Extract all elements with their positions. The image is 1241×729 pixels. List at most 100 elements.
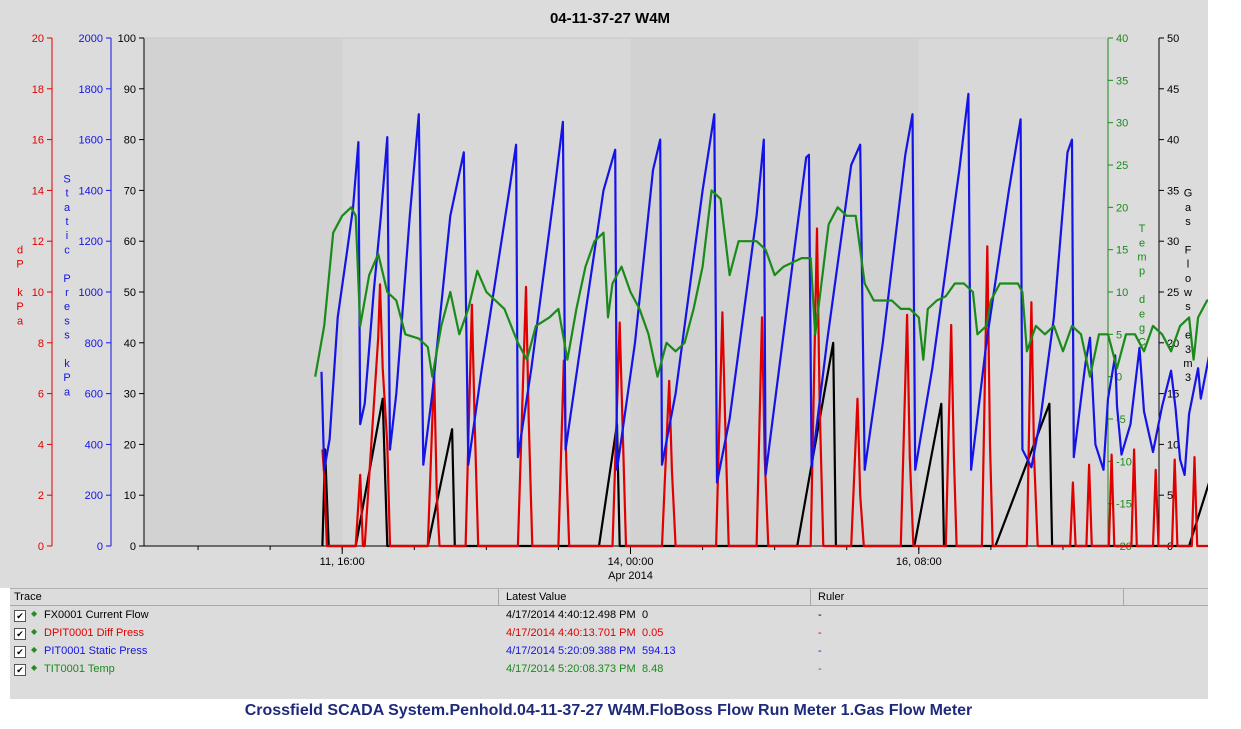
trace-name: DPIT0001 Diff Press (44, 627, 145, 639)
static-axis-label-char: S (63, 173, 70, 185)
ruler-value: - (818, 609, 822, 621)
latest-value-column-header[interactable]: Latest Value (506, 591, 567, 603)
static-axis-label-char: s (64, 330, 70, 342)
dp-axis-label-char: a (17, 315, 24, 327)
trace-name: FX0001 Current Flow (44, 609, 149, 621)
flow-axis-label-char: a (1185, 202, 1192, 214)
dp-tick-label: 0 (38, 541, 44, 553)
pct-tick-label: 80 (124, 135, 136, 147)
dp-axis-label-char: d (17, 244, 23, 256)
dp-tick-label: 16 (32, 135, 44, 147)
temp-tick-label: -10 (1116, 456, 1132, 468)
pct-tick-label: 90 (124, 84, 136, 96)
column-divider[interactable] (498, 589, 499, 605)
static-axis-label-char: s (64, 315, 70, 327)
trend-chart[interactable]: 04-11-37-27 W4M 02468101214161820dPkPa02… (0, 0, 1208, 588)
static-tick-label: 0 (97, 541, 103, 553)
static-tick-label: 400 (85, 439, 103, 451)
flow-axis-label-char: m (1183, 358, 1192, 370)
trace-checkbox[interactable]: ✔ (14, 610, 26, 622)
static-axis-label-char: t (65, 216, 68, 228)
trace-name: PIT0001 Static Press (44, 645, 148, 657)
latest-time: 4/17/2014 5:20:09.388 PM (506, 645, 636, 657)
dp-tick-label: 10 (32, 287, 44, 299)
column-divider[interactable] (1123, 589, 1124, 605)
temp-tick-label: -5 (1116, 414, 1126, 426)
temp-axis-label-char: g (1139, 323, 1145, 335)
pct-tick-label: 30 (124, 389, 136, 401)
ruler-column-header[interactable]: Ruler (818, 591, 845, 603)
latest-value: 8.48 (642, 663, 664, 675)
legend-panel: Trace Latest Value Ruler ✔ ◆ FX0001 Curren… (10, 588, 1208, 699)
static-tick-label: 200 (85, 490, 103, 502)
ruler-value: - (818, 627, 822, 639)
dp-tick-label: 6 (38, 389, 44, 401)
dp-tick-label: 4 (38, 439, 44, 451)
column-divider[interactable] (810, 589, 811, 605)
temp-axis-label-char: T (1139, 223, 1146, 235)
dp-axis-label-char: k (17, 287, 23, 299)
static-tick-label: 1800 (79, 84, 103, 96)
x-tick-label: 16, 08:00 (896, 556, 942, 568)
flow-tick-label: 25 (1167, 287, 1179, 299)
legend-row[interactable]: ✔ ◆ DPIT0001 Diff Press 4/17/2014 4:40:13.7… (10, 625, 1208, 643)
temp-axis-label-char: C (1138, 337, 1146, 349)
latest-time: 4/17/2014 4:40:12.498 PM (506, 609, 636, 621)
ruler-value: - (818, 663, 822, 675)
flow-axis-label-char: s (1185, 216, 1191, 228)
trace-column-header[interactable]: Trace (14, 591, 42, 603)
static-tick-label: 2000 (79, 33, 103, 45)
static-axis-label-char: t (65, 188, 68, 200)
dp-axis-label-char: P (16, 301, 23, 313)
latest-time: 4/17/2014 5:20:08.373 PM (506, 663, 636, 675)
temp-tick-label: 40 (1116, 33, 1128, 45)
static-tick-label: 800 (85, 338, 103, 350)
flow-axis-label-char: w (1183, 287, 1192, 299)
pct-tick-label: 0 (130, 541, 136, 553)
flow-tick-label: 50 (1167, 33, 1179, 45)
temp-tick-label: 30 (1116, 118, 1128, 130)
static-axis-label-char: i (66, 230, 68, 242)
legend-row[interactable]: ✔ ◆ PIT0001 Static Press 4/17/2014 5:20:09.… (10, 643, 1208, 661)
x-tick-label: 14, 00:00 (608, 556, 654, 568)
pct-tick-label: 60 (124, 236, 136, 248)
temp-tick-label: 15 (1116, 245, 1128, 257)
flow-tick-label: 40 (1167, 135, 1179, 147)
footer-path: Crossfield SCADA System.Penhold.04-11-37… (244, 702, 973, 719)
pit0001-static-press-line (320, 92, 1208, 484)
legend-row[interactable]: ✔ ◆ FX0001 Current Flow 4/17/2014 4:40:12.4… (10, 607, 1208, 625)
trace-checkbox[interactable]: ✔ (14, 646, 26, 658)
latest-time: 4/17/2014 4:40:13.701 PM (506, 627, 636, 639)
static-axis-label-char: k (64, 358, 70, 370)
pct-tick-label: 50 (124, 287, 136, 299)
trace-marker-icon: ◆ (31, 609, 38, 618)
dp-tick-label: 20 (32, 33, 44, 45)
flow-tick-label: 5 (1167, 490, 1173, 502)
pct-tick-label: 40 (124, 338, 136, 350)
latest-value: 0.05 (642, 627, 664, 639)
temp-tick-label: 10 (1116, 287, 1128, 299)
temp-axis-label-char: e (1139, 237, 1145, 249)
dp-tick-label: 8 (38, 338, 44, 350)
static-tick-label: 600 (85, 389, 103, 401)
trace-checkbox[interactable]: ✔ (14, 664, 26, 676)
static-tick-label: 1000 (79, 287, 103, 299)
chart-title: 04-11-37-27 W4M (550, 10, 670, 27)
trace-checkbox[interactable]: ✔ (14, 628, 26, 640)
x-tick-sublabel: Apr 2014 (608, 570, 653, 582)
static-axis-label-char: e (64, 301, 70, 313)
static-axis-label-char: r (65, 287, 69, 299)
plot-background (144, 38, 1108, 546)
pct-tick-label: 20 (124, 439, 136, 451)
temp-tick-label: 20 (1116, 202, 1128, 214)
temp-tick-label: 35 (1116, 75, 1128, 87)
temp-axis-label-char: m (1137, 252, 1146, 264)
flow-axis-label-char: 3 (1185, 372, 1191, 384)
legend-row[interactable]: ✔ ◆ TIT0001 Temp 4/17/2014 5:20:08.373 PM 8.… (10, 661, 1208, 679)
dp-axis-label-char: P (16, 259, 23, 271)
flow-axis-label-char: l (1187, 259, 1189, 271)
static-axis-label-char: c (64, 244, 70, 256)
temp-tick-label: 25 (1116, 160, 1128, 172)
temp-tick-label: 5 (1116, 329, 1122, 341)
tit0001-temp-line (314, 189, 1208, 378)
